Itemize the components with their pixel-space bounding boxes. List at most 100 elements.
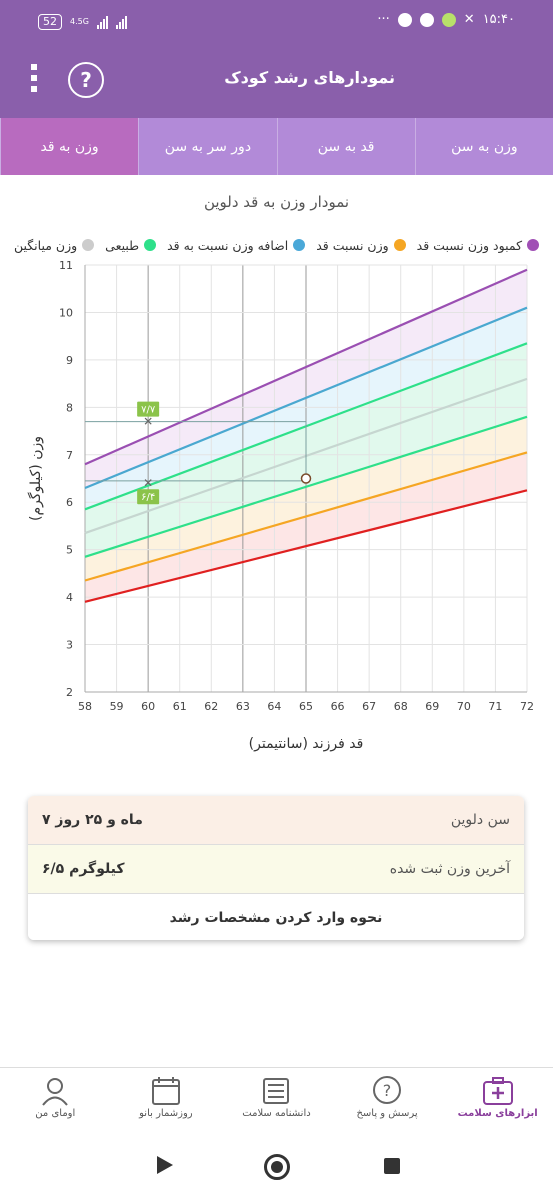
series-line	[84, 415, 528, 558]
nav-my-uma[interactable]: اومای من	[0, 1068, 111, 1135]
signal-icon-2	[115, 15, 127, 29]
x-tick-label: 71	[488, 700, 502, 713]
home-button[interactable]	[264, 1154, 290, 1180]
growth-chart: 58 59 60 61 62 63 64 65 66 67 68 69 70 71 722345678910…	[27, 259, 534, 752]
series-line	[84, 489, 528, 603]
legend-dot	[293, 239, 306, 251]
svg-text:?: ?	[383, 1081, 392, 1100]
chart-title: نمودار وزن به قد دلوین	[203, 193, 350, 211]
newspaper-icon	[263, 1078, 290, 1104]
marker-x: ✕	[143, 415, 153, 429]
x-tick-label: 69	[425, 700, 439, 713]
x-tick-label: 63	[236, 700, 250, 713]
app-header: ? نمودارهای رشد کودک	[0, 42, 553, 118]
current-point	[300, 473, 312, 484]
mute-icon: ✕	[463, 12, 475, 27]
x-tick-label: 72	[520, 700, 534, 713]
x-tick-label: 60	[141, 700, 155, 713]
calendar-icon	[151, 1077, 180, 1105]
age-value: ۷ ماه و ۲۵ روز	[42, 812, 143, 828]
legend-label: اضافه وزن نسبت به قد	[167, 237, 289, 253]
legend-dot	[393, 239, 406, 251]
x-tick-label: 62	[204, 700, 218, 713]
x-tick-label: 65	[299, 700, 313, 713]
weight-label: آخرین وزن ثبت شده	[389, 861, 510, 877]
legend-label: طبیعی	[105, 237, 140, 253]
status-right: ··· ✕ ۱۵:۴۰	[377, 12, 515, 27]
chart-legend: کمبود وزن نسبت قد وزن نسبت قد اضافه وزن …	[0, 234, 553, 256]
nav-health-tools[interactable]: ابزارهای سلامت	[442, 1068, 553, 1135]
medical-kit-icon	[482, 1077, 513, 1105]
y-tick-label: 7	[66, 449, 73, 462]
legend-label: وزن نسبت قد	[316, 237, 389, 253]
x-tick-label: 61	[173, 700, 187, 713]
question-icon: ?	[373, 1076, 402, 1104]
status-bar: 52 4.5G ··· ✕ ۱۵:۴۰	[0, 0, 553, 42]
marker-label-box	[137, 489, 160, 505]
status-left: 52 4.5G	[38, 14, 127, 30]
tab-head-age[interactable]: دور سر به سن	[138, 118, 277, 175]
y-tick-label: 10	[59, 306, 73, 319]
howto-button[interactable]: نحوه وارد کردن مشخصات رشد	[28, 894, 524, 940]
x-tick-label: 58	[78, 700, 92, 713]
y-axis-title: وزن (کیلوگرم)	[27, 436, 44, 521]
series-line	[84, 451, 528, 582]
legend-dot	[82, 239, 95, 251]
series-line	[84, 268, 528, 466]
leaf-icon	[441, 12, 456, 27]
y-tick-label: 3	[66, 639, 73, 652]
nav-label: ابزارهای سلامت	[457, 1108, 538, 1119]
y-tick-label: 2	[66, 686, 73, 699]
tab-weight-age[interactable]: وزن به سن	[414, 118, 553, 175]
chart-tabs: وزن به سن قد به سن دور سر به سن وزن به ق…	[0, 118, 553, 175]
snapchat-icon	[397, 12, 412, 27]
app-icon	[419, 12, 434, 27]
bottom-nav: اومای من روزشمار بانو دانشنامه سلامت ? پ…	[0, 1067, 553, 1135]
marker-label: ۶/۴	[141, 492, 155, 503]
nav-calendar[interactable]: روزشمار بانو	[111, 1068, 222, 1135]
legend-item[interactable]: وزن نسبت قد	[316, 234, 406, 256]
menu-icon[interactable]	[27, 64, 41, 98]
marker-label: ۷/۷	[141, 405, 156, 416]
legend-item[interactable]: اضافه وزن نسبت به قد	[167, 234, 306, 256]
page-title: نمودارهای رشد کودک	[224, 68, 395, 87]
y-tick-label: 11	[59, 259, 73, 272]
help-button[interactable]: ?	[68, 62, 104, 98]
tab-height-age[interactable]: قد به سن	[276, 118, 415, 175]
age-row: ۷ ماه و ۲۵ روز سن دلوین	[28, 796, 524, 845]
legend-dot	[144, 239, 157, 251]
legend-label: وزن میانگین	[13, 237, 78, 253]
x-tick-label: 67	[362, 700, 376, 713]
legend-label: کمبود وزن نسبت قد	[416, 237, 523, 253]
back-button[interactable]	[157, 1156, 173, 1174]
signal-icon	[96, 15, 108, 29]
x-tick-label: 64	[267, 700, 281, 713]
y-tick-label: 4	[66, 591, 73, 604]
nav-encyclopedia[interactable]: دانشنامه سلامت	[221, 1068, 332, 1135]
battery-indicator: 52	[38, 14, 62, 30]
tab-weight-height[interactable]: وزن به قد	[0, 118, 139, 175]
weight-value: ۶/۵ کیلوگرم	[42, 861, 125, 877]
marker-label-box	[137, 401, 160, 417]
nav-label: دانشنامه سلامت	[242, 1108, 311, 1119]
legend-item[interactable]: کمبود وزن نسبت قد	[416, 234, 540, 256]
y-tick-label: 5	[66, 544, 73, 557]
series-line	[84, 306, 528, 490]
legend-dot	[527, 239, 540, 251]
x-tick-label: 70	[457, 700, 471, 713]
nav-qa[interactable]: ? پرسش و پاسخ	[332, 1068, 443, 1135]
age-label: سن دلوین	[450, 812, 510, 828]
more-notifications: ···	[377, 12, 390, 27]
weight-row: ۶/۵ کیلوگرم آخرین وزن ثبت شده	[28, 845, 524, 894]
x-tick-label: 66	[331, 700, 345, 713]
info-card: ۷ ماه و ۲۵ روز سن دلوین ۶/۵ کیلوگرم آخری…	[28, 796, 524, 940]
legend-item[interactable]: طبیعی	[105, 234, 157, 256]
network-type: 4.5G	[70, 17, 89, 26]
y-tick-label: 9	[66, 354, 73, 367]
nav-label: اومای من	[35, 1108, 76, 1119]
legend-item[interactable]: وزن میانگین	[13, 234, 95, 256]
marker-x: ✕	[143, 476, 153, 490]
recents-button[interactable]	[384, 1158, 400, 1174]
x-axis-title: قد فرزند (سانتیمتر)	[249, 736, 364, 752]
x-tick-label: 68	[394, 700, 408, 713]
